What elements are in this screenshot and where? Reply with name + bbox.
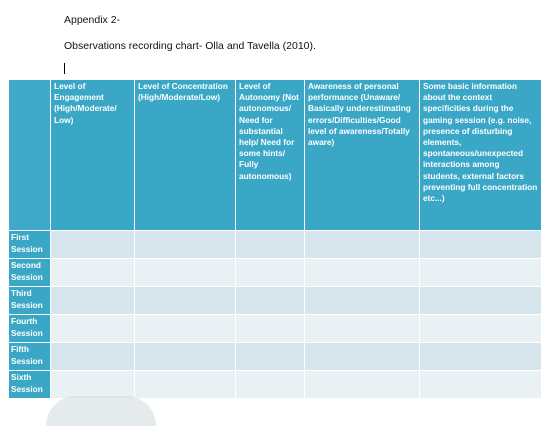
table-cell[interactable]	[235, 342, 305, 371]
text-cursor	[64, 63, 65, 74]
table-row: Sixth Session	[8, 370, 542, 399]
chart-subtitle: Observations recording chart- Olla and T…	[64, 40, 316, 52]
table-cell[interactable]	[304, 230, 420, 259]
table-cell[interactable]	[235, 314, 305, 343]
table-cell[interactable]	[134, 342, 236, 371]
table-row: Third Session	[8, 286, 542, 315]
table-cell[interactable]	[50, 286, 135, 315]
table-cell[interactable]	[304, 370, 420, 399]
row-label: Second Session	[8, 258, 51, 287]
header-engagement: Level of Engagement (High/Moderate/ Low)	[50, 79, 135, 231]
table-cell[interactable]	[419, 230, 542, 259]
table-cell[interactable]	[419, 342, 542, 371]
header-corner	[8, 79, 51, 231]
table-cell[interactable]	[50, 230, 135, 259]
header-awareness: Awareness of personal performance (Unawa…	[304, 79, 420, 231]
table-cell[interactable]	[419, 258, 542, 287]
table-cell[interactable]	[50, 258, 135, 287]
table-cell[interactable]	[50, 370, 135, 399]
background-shape	[46, 396, 156, 426]
table-cell[interactable]	[50, 314, 135, 343]
row-label: First Session	[8, 230, 51, 259]
table-cell[interactable]	[134, 258, 236, 287]
table-row: First Session	[8, 230, 542, 259]
table-header-row: Level of Engagement (High/Moderate/ Low)…	[8, 79, 542, 231]
header-autonomy: Level of Autonomy (Not autonomous/ Need …	[235, 79, 305, 231]
table-cell[interactable]	[419, 370, 542, 399]
table-cell[interactable]	[235, 258, 305, 287]
observation-table: Level of Engagement (High/Moderate/ Low)…	[8, 79, 542, 399]
table-cell[interactable]	[134, 230, 236, 259]
table-cell[interactable]	[304, 314, 420, 343]
table-cell[interactable]	[304, 258, 420, 287]
table-cell[interactable]	[235, 230, 305, 259]
table-cell[interactable]	[134, 370, 236, 399]
table-cell[interactable]	[235, 286, 305, 315]
header-context: Some basic information about the context…	[419, 79, 542, 231]
row-label: Fourth Session	[8, 314, 51, 343]
table-row: Second Session	[8, 258, 542, 287]
table-cell[interactable]	[304, 286, 420, 315]
table-cell[interactable]	[304, 342, 420, 371]
row-label: Sixth Session	[8, 370, 51, 399]
table-cell[interactable]	[50, 342, 135, 371]
table-row: Fifth Session	[8, 342, 542, 371]
table-cell[interactable]	[419, 286, 542, 315]
header-concentration: Level of Concentration (High/Moderate/Lo…	[134, 79, 236, 231]
table-row: Fourth Session	[8, 314, 542, 343]
table-cell[interactable]	[419, 314, 542, 343]
table-cell[interactable]	[134, 286, 236, 315]
table-cell[interactable]	[235, 370, 305, 399]
row-label: Fifth Session	[8, 342, 51, 371]
row-label: Third Session	[8, 286, 51, 315]
table-cell[interactable]	[134, 314, 236, 343]
appendix-label: Appendix 2-	[64, 14, 121, 26]
